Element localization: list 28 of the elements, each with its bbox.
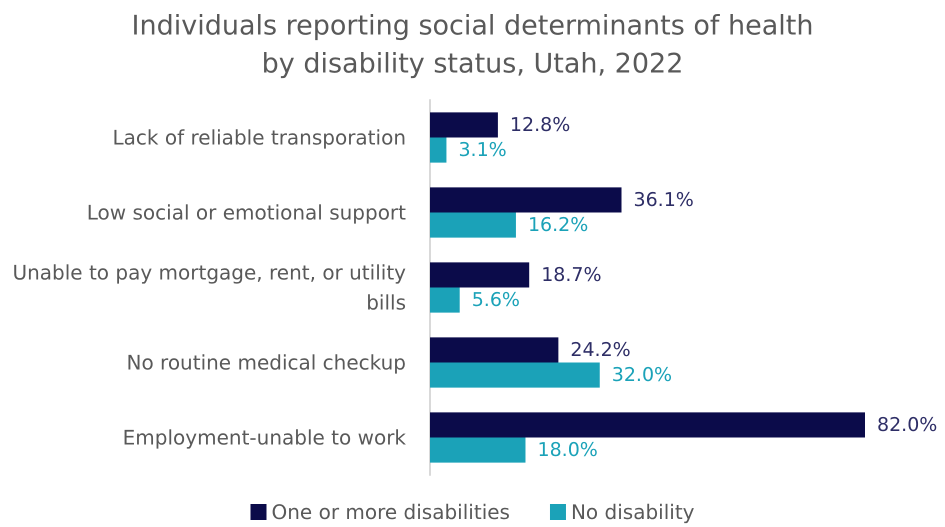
y-tick-label: Low social or emotional support bbox=[86, 200, 406, 224]
data-label: 5.6% bbox=[472, 289, 520, 312]
chart-title: Individuals reporting social determinants of health by disability status, Utah, 2022 bbox=[132, 10, 814, 80]
bar bbox=[430, 362, 600, 388]
data-label: 18.0% bbox=[537, 439, 598, 462]
bar bbox=[430, 337, 558, 362]
legend-label: No disability bbox=[570, 500, 695, 524]
y-tick-label: Unable to pay mortgage, rent, or utility bills bbox=[12, 260, 406, 314]
bar bbox=[430, 412, 865, 438]
data-label: 16.2% bbox=[528, 214, 588, 236]
y-tick-label: Lack of reliable transporation bbox=[112, 126, 406, 150]
data-label: 18.7% bbox=[541, 264, 602, 286]
data-label: 82.0% bbox=[877, 414, 938, 436]
bar bbox=[430, 112, 498, 138]
data-label: 3.1% bbox=[458, 139, 507, 162]
legend-label: One or more disabilities bbox=[272, 500, 510, 524]
data-label: 32.0% bbox=[612, 364, 672, 386]
y-tick-label: Employment-unable to work bbox=[122, 426, 406, 450]
bar bbox=[430, 212, 516, 238]
bar bbox=[430, 187, 622, 212]
data-label: 36.1% bbox=[634, 188, 694, 211]
bar bbox=[430, 438, 526, 463]
data-label: 12.8% bbox=[510, 114, 570, 136]
bar bbox=[430, 262, 530, 288]
data-label: 24.2% bbox=[570, 338, 631, 361]
bar bbox=[430, 288, 460, 313]
y-tick-label: No routine medical checkup bbox=[126, 350, 406, 374]
bar bbox=[430, 138, 446, 163]
